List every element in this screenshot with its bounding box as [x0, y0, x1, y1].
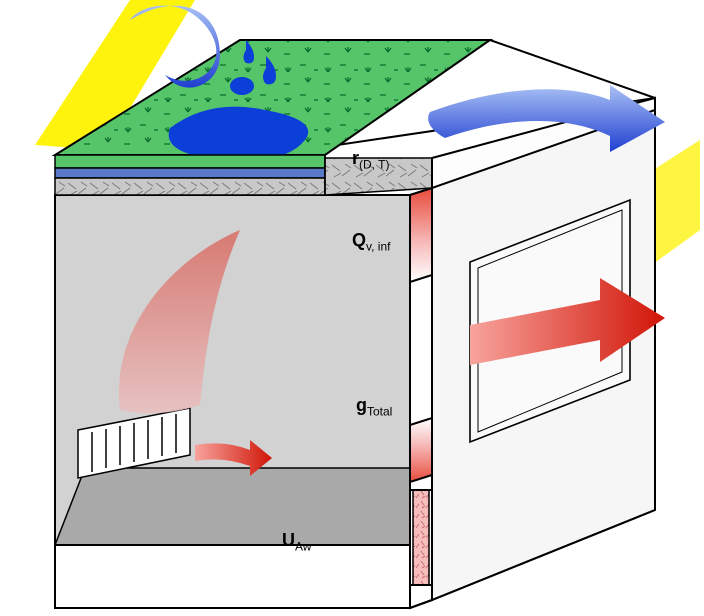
roof-edge-substrate-left — [55, 178, 325, 195]
label-g: gTotal — [356, 395, 392, 419]
building-energy-diagram: r(D, T) Qv, inf gTotal UAw — [0, 0, 704, 616]
interior-floor — [55, 468, 410, 545]
roof-edge-green — [55, 155, 325, 168]
roof-edge-drain — [55, 168, 325, 178]
label-Q: Qv, inf — [352, 230, 390, 254]
label-U: UAw — [282, 530, 311, 554]
label-r: r(D, T) — [352, 148, 389, 172]
